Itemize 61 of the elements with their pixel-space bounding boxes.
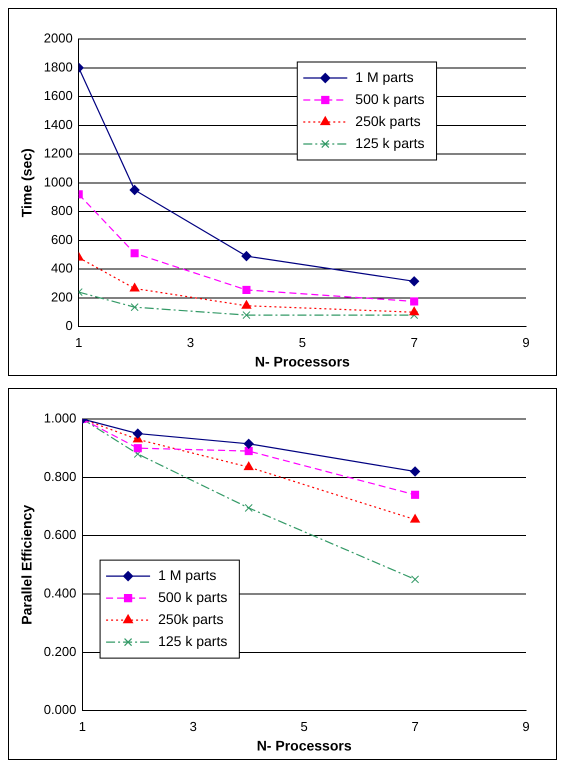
point <box>411 575 420 584</box>
x-tick-label: 1 <box>78 718 86 734</box>
point <box>242 300 252 309</box>
point <box>244 438 254 449</box>
legend-label: 125 k parts <box>355 134 425 151</box>
legend-label: 250k parts <box>355 112 421 129</box>
y-tick-label: 200 <box>51 289 73 304</box>
point <box>244 447 253 456</box>
point <box>130 249 139 258</box>
x-tick-label: 9 <box>522 718 530 734</box>
y-tick-label: 0.200 <box>44 644 76 659</box>
x-tick-label: 7 <box>410 334 418 350</box>
y-tick-label: 400 <box>51 260 73 276</box>
y-tick-label: 2000 <box>44 30 73 46</box>
legend-label: 125 k parts <box>158 632 228 649</box>
y-tick-label: 1200 <box>44 146 73 161</box>
legend-label: 250k parts <box>158 610 224 627</box>
point <box>130 184 140 195</box>
point <box>244 462 254 470</box>
x-axis-title: N- Processors <box>256 737 352 754</box>
x-tick-label: 3 <box>186 334 194 350</box>
point <box>242 286 250 294</box>
y-tick-label: 1600 <box>44 88 73 104</box>
y-tick-label: 1800 <box>44 59 73 74</box>
x-tick-label: 3 <box>190 718 197 734</box>
y-tick-label: 800 <box>51 203 73 218</box>
point <box>241 251 252 262</box>
x-tick-label: 7 <box>411 718 419 734</box>
x-tick-label: 5 <box>300 718 308 734</box>
y-tick-label: 0.600 <box>44 527 76 542</box>
legend-label: 500 k parts <box>355 90 425 107</box>
point <box>244 504 253 512</box>
point <box>410 514 420 523</box>
point <box>409 276 420 286</box>
y-tick-label: 1.000 <box>44 410 76 426</box>
y-tick-label: 1000 <box>44 174 73 190</box>
y-tick-label: 600 <box>51 232 73 247</box>
x-tick-label: 9 <box>522 334 530 350</box>
point <box>410 297 418 306</box>
y-tick-label: 0.000 <box>44 702 76 718</box>
point <box>134 444 142 452</box>
x-tick-label: 5 <box>298 334 306 350</box>
x-tick-label: 1 <box>75 334 82 350</box>
legend-label: 1 M parts <box>158 566 216 583</box>
y-tick-label: 0 <box>65 318 73 334</box>
point <box>410 466 420 476</box>
point <box>130 282 140 292</box>
y-axis-title: Time (sec) <box>18 148 34 218</box>
point <box>242 311 250 320</box>
x-axis-title: N- Processors <box>254 353 350 370</box>
legend-label: 500 k parts <box>158 588 228 605</box>
y-tick-label: 1400 <box>44 116 73 132</box>
point <box>132 428 143 439</box>
point <box>134 450 142 458</box>
point <box>411 490 420 499</box>
y-tick-label: 0.800 <box>44 468 76 484</box>
legend-label: 1 M parts <box>355 68 414 85</box>
y-axis-title: Parallel Efficiency <box>18 504 34 625</box>
point <box>130 303 139 312</box>
y-tick-label: 0.400 <box>44 586 76 601</box>
point <box>409 306 420 316</box>
